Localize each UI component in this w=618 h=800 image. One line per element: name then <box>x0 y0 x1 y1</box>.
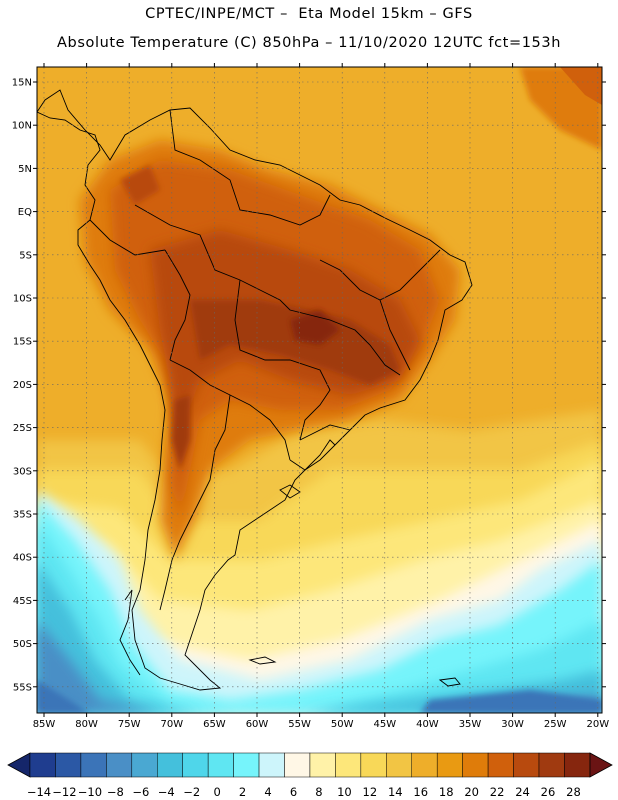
colorbar-swatch <box>106 752 133 778</box>
colorbar-label: −6 <box>132 785 149 799</box>
colorbar-swatch <box>284 752 311 778</box>
lon-label: 25W <box>544 719 567 730</box>
colorbar: −14 −12 −10 −8 −6 −4 −2 0 2 4 6 8 10 12 14 16 18 20 22 24 26… <box>7 752 613 799</box>
colorbar-label: 18 <box>439 785 454 799</box>
colorbar-swatch <box>29 752 56 778</box>
colorbar-label: −14 <box>27 785 51 799</box>
colorbar-swatch <box>462 752 489 778</box>
temperature-field <box>37 67 602 713</box>
lon-label: 50W <box>331 719 354 730</box>
lat-label: 5N <box>18 164 32 175</box>
colorbar-label: 0 <box>213 785 220 799</box>
colorbar-high-arrow <box>589 752 613 778</box>
colorbar-swatch <box>411 752 438 778</box>
lon-label: 75W <box>118 719 141 730</box>
latitude-labels: 15N 10N 5N EQ 5S 10S 15S 20S 25S 30S 35S 40S 45S 50S 5… <box>12 78 32 694</box>
colorbar-labels: −14 −12 −10 −8 −6 −4 −2 0 2 4 6 8 10 12 14 16 18 20 22 24 26… <box>27 785 581 799</box>
lat-label: 15N <box>12 78 32 89</box>
colorbar-label: 20 <box>464 785 479 799</box>
colorbar-swatch <box>80 752 107 778</box>
lat-label: 55S <box>13 682 32 693</box>
colorbar-swatch <box>233 752 260 778</box>
lat-lon-grid <box>37 67 602 713</box>
colorbar-swatch <box>487 752 514 778</box>
colorbar-swatch <box>131 752 158 778</box>
colorbar-label: 22 <box>490 785 505 799</box>
lon-label: 85W <box>33 719 56 730</box>
colorbar-label: −4 <box>158 785 175 799</box>
colorbar-swatch <box>335 752 362 778</box>
colorbar-label: 26 <box>541 785 556 799</box>
colorbar-swatch <box>564 752 591 778</box>
colorbar-swatch <box>182 752 209 778</box>
colorbar-swatch <box>386 752 412 778</box>
lat-label: 20S <box>13 380 32 391</box>
colorbar-label: 8 <box>315 785 322 799</box>
coastline-and-borders <box>37 89 473 691</box>
lat-label: 50S <box>13 639 32 650</box>
lat-label: 10S <box>13 294 32 305</box>
colorbar-label: 2 <box>239 785 246 799</box>
colorbar-label: −2 <box>183 785 200 799</box>
lon-label: 80W <box>75 719 98 730</box>
colorbar-label: 10 <box>337 785 352 799</box>
lat-label: 5S <box>19 250 32 261</box>
colorbar-swatch <box>436 752 463 778</box>
lon-label: 35W <box>459 719 482 730</box>
colorbar-low-arrow <box>7 752 31 778</box>
lon-label: 30W <box>501 719 524 730</box>
lon-label: 70W <box>160 719 183 730</box>
lat-label: 10N <box>12 121 32 132</box>
lat-label: 40S <box>13 553 32 564</box>
colorbar-swatch <box>157 752 183 778</box>
colorbar-swatch <box>513 752 540 778</box>
colorbar-swatches <box>29 752 591 778</box>
lat-label: 30S <box>13 466 32 477</box>
colorbar-label: 14 <box>388 785 403 799</box>
colorbar-label: −10 <box>78 785 102 799</box>
colorbar-swatch <box>538 752 565 778</box>
colorbar-swatch <box>55 752 82 778</box>
colorbar-label: −8 <box>107 785 124 799</box>
lat-label: 15S <box>13 337 32 348</box>
lat-label: EQ <box>18 207 32 218</box>
colorbar-label: 12 <box>363 785 378 799</box>
lon-label: 40W <box>416 719 439 730</box>
longitude-labels: 85W 80W 75W 70W 65W 60W 55W 50W 45W 40W 35W 30W 25W 2… <box>33 719 610 730</box>
colorbar-swatch <box>309 752 336 778</box>
lat-label: 35S <box>13 510 32 521</box>
colorbar-label: 16 <box>413 785 428 799</box>
colorbar-label: −12 <box>52 785 76 799</box>
lon-label: 65W <box>203 719 226 730</box>
axis-ticks <box>33 63 606 717</box>
lat-label: 45S <box>13 596 32 607</box>
colorbar-label: 24 <box>515 785 530 799</box>
map-frame <box>36 66 603 714</box>
chart-title-line-1: CPTEC/INPE/MCT – Eta Model 15km – GFS <box>145 6 473 22</box>
lon-label: 55W <box>288 719 311 730</box>
lon-label: 60W <box>246 719 269 730</box>
colorbar-label: 4 <box>264 785 271 799</box>
chart-title-line-2: Absolute Temperature (C) 850hPa – 11/10/… <box>57 35 561 51</box>
colorbar-swatch <box>360 752 387 778</box>
colorbar-swatch <box>207 752 234 778</box>
lat-label: 25S <box>13 423 32 434</box>
lon-label: 45W <box>373 719 396 730</box>
colorbar-label: 28 <box>566 785 581 799</box>
colorbar-label: 6 <box>290 785 297 799</box>
colorbar-swatch <box>258 752 285 778</box>
lon-label: 20W <box>586 719 609 730</box>
